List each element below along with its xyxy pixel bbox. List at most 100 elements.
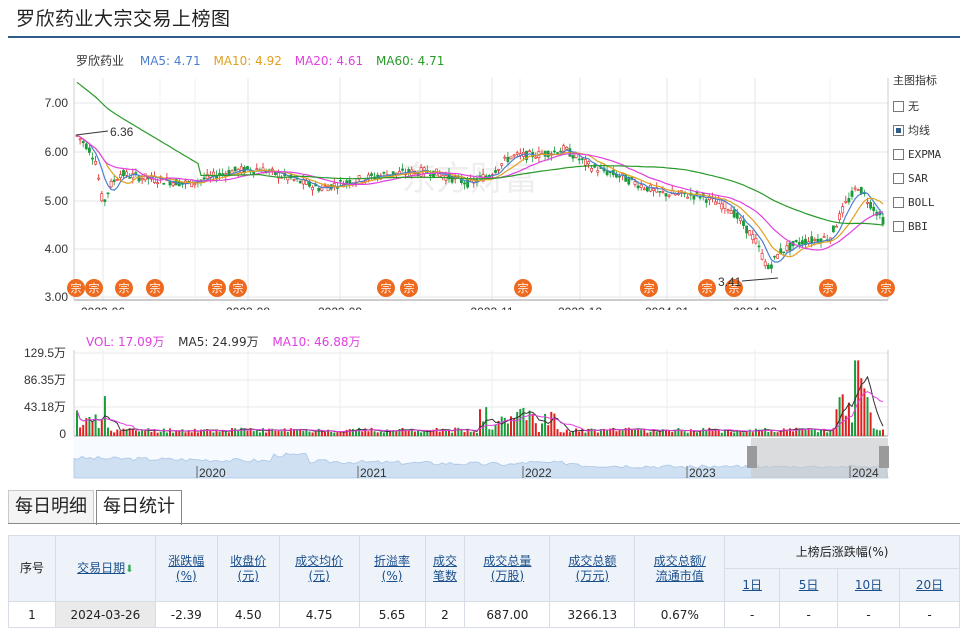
block-trade-marker[interactable]: 宗 [229, 279, 247, 297]
volume-bar [417, 430, 419, 436]
volume-bar [581, 428, 584, 436]
ma60-label: MA60: 4.71 [375, 54, 445, 68]
cell-change: -2.39 [154, 601, 218, 628]
price-chart[interactable]: 东方财富 7.006.005.004.003.002023-062023-082… [0, 44, 975, 310]
sort-d10-link[interactable]: 10日 [854, 577, 883, 592]
checkbox[interactable] [893, 172, 904, 184]
col-d5[interactable]: 5日 [779, 568, 839, 602]
block-trade-marker[interactable]: 宗 [725, 279, 743, 297]
tab-daily-stats[interactable]: 每日统计 [96, 490, 182, 525]
checkbox[interactable] [893, 148, 904, 160]
indicator-option-expma[interactable]: EXPMA [893, 142, 973, 166]
vol-ma10-label: MA10: 46.88万 [272, 335, 361, 349]
indicator-label: BBI [908, 219, 928, 233]
x-tick-label: 2023-12 [558, 305, 602, 310]
volume-bar [128, 428, 131, 436]
checkbox[interactable] [893, 100, 904, 112]
col-d20[interactable]: 20日 [898, 568, 961, 602]
sort-d20-link[interactable]: 20日 [915, 577, 944, 592]
candle-body [714, 201, 718, 205]
volume-bar [754, 428, 757, 436]
sort-amount-link[interactable]: 成交总额 (万元) [568, 553, 617, 583]
block-trade-marker[interactable]: 宗 [115, 279, 133, 297]
col-premium[interactable]: 折溢率 (%) [358, 535, 426, 602]
col-amount[interactable]: 成交总额 (万元) [549, 535, 636, 602]
year-label: 2024 [852, 466, 879, 480]
col-d10[interactable]: 10日 [837, 568, 900, 602]
col-change[interactable]: 涨跌幅 (%) [154, 535, 218, 602]
col-volume[interactable]: 成交总量 (万股) [464, 535, 551, 602]
indicator-option-ma[interactable]: 均线 [893, 118, 973, 142]
candle-body [246, 166, 249, 170]
sort-volume-link[interactable]: 成交总量 (万股) [483, 553, 532, 583]
candle-body [760, 253, 764, 260]
col-count[interactable]: 成交 笔数 [424, 535, 466, 602]
indicator-option-none[interactable]: 无 [893, 94, 973, 118]
volume-bar [522, 407, 525, 436]
sort-change-link[interactable]: 涨跌幅 (%) [168, 553, 205, 583]
block-trade-marker[interactable]: 宗 [514, 279, 532, 297]
sort-count-link[interactable]: 成交 笔数 [432, 553, 457, 583]
sort-premium-link[interactable]: 折溢率 (%) [374, 553, 411, 583]
candle-body [618, 175, 621, 178]
col-d1[interactable]: 1日 [724, 568, 781, 602]
block-trade-marker[interactable]: 宗 [85, 279, 103, 297]
indicator-option-boll[interactable]: BOLL [893, 190, 973, 214]
volume-bar [125, 429, 128, 436]
navigator-handle[interactable] [879, 446, 889, 468]
volume-bar [85, 418, 88, 436]
volume-bar [479, 409, 481, 436]
candle-body [667, 194, 671, 197]
block-trade-markers[interactable]: 宗宗宗宗宗宗宗宗宗宗宗宗宗宗 [67, 279, 895, 297]
checkbox-checked[interactable] [893, 124, 904, 136]
high-arrow [75, 130, 109, 136]
volume-bar [134, 430, 137, 436]
volume-tick-label: 86.35万 [24, 373, 66, 387]
range-navigator[interactable]: 2020 2021 2022 2023 2024 [73, 438, 889, 480]
volume-bar [138, 431, 140, 436]
col-close[interactable]: 收盘价 (元) [216, 535, 280, 602]
volume-bar [277, 430, 280, 436]
volume-bar [820, 429, 822, 436]
tab-daily-detail[interactable]: 每日明细 [8, 490, 94, 524]
candle-body [785, 245, 789, 251]
volume-bar [609, 428, 612, 436]
checkbox[interactable] [893, 220, 904, 232]
col-date[interactable]: 交易日期⬇ [54, 535, 156, 602]
volume-bar [739, 431, 742, 436]
indicator-option-bbi[interactable]: BBI [893, 214, 973, 238]
block-trade-marker[interactable]: 宗 [400, 279, 418, 297]
volume-chart[interactable]: 129.5万 86.35万 43.18万 0 2020 2021 2022 2023 2024 [0, 330, 975, 480]
block-trade-marker[interactable]: 宗 [208, 279, 226, 297]
col-avg[interactable]: 成交均价 (元) [278, 535, 360, 602]
candle-body [94, 161, 98, 165]
volume-bar [640, 428, 643, 436]
candle-body [844, 201, 848, 203]
volume-bar [593, 429, 596, 436]
sort-avg-link[interactable]: 成交均价 (元) [295, 553, 344, 583]
volume-bar [745, 430, 748, 436]
block-trade-marker[interactable]: 宗 [146, 279, 164, 297]
sort-date-link[interactable]: 交易日期 [77, 560, 126, 575]
block-trade-marker[interactable]: 宗 [877, 279, 895, 297]
navigator-handle[interactable] [747, 446, 757, 468]
sort-close-link[interactable]: 收盘价 (元) [230, 553, 267, 583]
block-trade-marker[interactable]: 宗 [698, 279, 716, 297]
candle-body [788, 242, 792, 251]
block-trade-marker[interactable]: 宗 [67, 279, 85, 297]
indicator-label: BOLL [908, 195, 935, 209]
block-trade-marker[interactable]: 宗 [640, 279, 658, 297]
sort-d5-link[interactable]: 5日 [798, 577, 819, 592]
volume-bar [748, 429, 751, 436]
volume-bar [534, 423, 537, 436]
volume-bar [258, 432, 261, 436]
sort-ratio-link[interactable]: 成交总额/ 流通市值 [653, 553, 706, 583]
indicator-option-sar[interactable]: SAR [893, 166, 973, 190]
sort-d1-link[interactable]: 1日 [742, 577, 763, 592]
col-ratio[interactable]: 成交总额/ 流通市值 [634, 535, 726, 602]
checkbox[interactable] [893, 196, 904, 208]
candle-body [642, 188, 646, 191]
block-trade-marker[interactable]: 宗 [819, 279, 837, 297]
block-trade-marker[interactable]: 宗 [377, 279, 395, 297]
volume-bar [382, 432, 385, 436]
